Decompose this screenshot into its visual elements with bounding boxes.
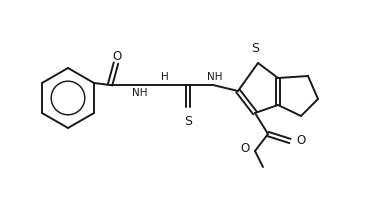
Text: NH: NH [132,88,148,98]
Text: O: O [113,49,122,62]
Text: S: S [184,115,192,128]
Text: H: H [161,72,169,82]
Text: S: S [251,42,259,55]
Text: O: O [296,133,305,146]
Text: NH: NH [207,72,223,82]
Text: O: O [241,143,250,156]
